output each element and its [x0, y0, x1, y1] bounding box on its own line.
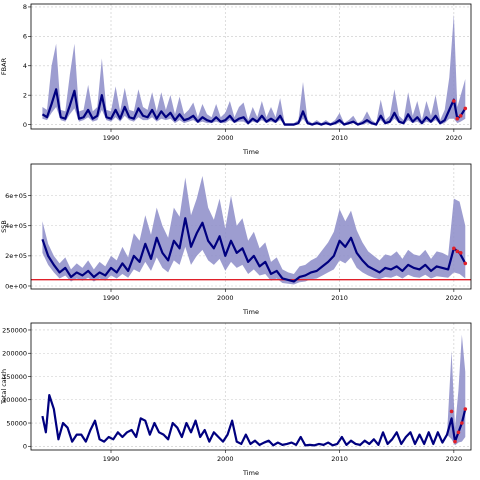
x-tick: 2010 — [331, 450, 348, 463]
x-tick-label: 2010 — [331, 134, 348, 142]
y-tick-label: 50000 — [6, 419, 27, 427]
y-tick-label: 4 — [23, 62, 27, 70]
highlight-point — [458, 251, 463, 255]
y-tick-label: 4e+05 — [5, 222, 27, 230]
x-tick-label: 2000 — [217, 455, 234, 463]
highlight-point — [463, 407, 468, 411]
series-line — [41, 88, 467, 126]
plot-frame — [30, 3, 472, 130]
y-tick: 250000 — [2, 326, 31, 334]
y-tick: 4 — [23, 62, 31, 70]
y-tick: 200000 — [2, 350, 31, 358]
x-tick: 1990 — [103, 129, 120, 142]
highlight-point — [458, 113, 463, 118]
y-tick: 50000 — [6, 419, 31, 427]
y-axis-title: Total catch — [0, 369, 8, 405]
x-tick-label: 1990 — [103, 134, 120, 142]
y-tick: 6e+05 — [5, 192, 31, 200]
confidence-band — [42, 176, 466, 285]
highlight-point — [449, 409, 454, 414]
highlight-point — [452, 246, 456, 251]
y-tick: 0 — [23, 443, 31, 451]
x-tick: 2000 — [217, 129, 234, 142]
y-tick-label: 0 — [23, 121, 27, 129]
y-tick: 8 — [23, 3, 31, 11]
y-tick-label: 2e+05 — [5, 252, 27, 260]
y-tick: 150000 — [2, 373, 31, 381]
x-axis-title: Time — [242, 469, 259, 477]
x-axis-title: Time — [242, 308, 259, 316]
highlight-point — [463, 106, 468, 111]
x-tick: 2000 — [217, 450, 234, 463]
y-tick: 4e+05 — [5, 222, 31, 230]
y-tick: 6 — [23, 33, 31, 41]
y-tick-label: 150000 — [2, 373, 27, 381]
highlight-point — [463, 261, 468, 266]
x-tick: 1990 — [103, 450, 120, 463]
panel-2: 1990 2000 2010 2020 0e+00 2e+05 4e+05 6e+05 Time… — [0, 163, 472, 316]
y-tick: 0e+00 — [5, 282, 31, 290]
highlight-point — [460, 421, 464, 425]
x-axis-title: Time — [242, 148, 259, 156]
highlight-point — [453, 439, 457, 444]
y-tick-label: 6e+05 — [5, 192, 27, 200]
x-tick-label: 2000 — [217, 294, 234, 302]
x-tick: 1990 — [103, 289, 120, 302]
x-tick-label: 2010 — [331, 294, 348, 302]
x-tick: 2010 — [331, 129, 348, 142]
highlight-point — [455, 249, 460, 254]
y-tick-label: 2 — [23, 91, 27, 99]
series-line — [41, 394, 467, 447]
series-line — [41, 217, 467, 283]
x-tick: 2000 — [217, 289, 234, 302]
y-tick-label: 0e+00 — [5, 282, 27, 290]
highlight-point — [452, 99, 456, 103]
y-tick-label: 200000 — [2, 350, 27, 358]
panel-1: 1990 2000 2010 2020 0 2 4 6 8 Time FBAR — [0, 3, 472, 156]
y-axis-title: SSB — [0, 220, 8, 233]
y-tick: 2e+05 — [5, 252, 31, 260]
y-tick-label: 100000 — [2, 396, 27, 404]
y-axis-title: FBAR — [0, 57, 8, 75]
x-tick-label: 2020 — [446, 294, 463, 302]
y-tick-label: 8 — [23, 3, 27, 11]
y-tick: 0 — [23, 121, 31, 129]
panel-3: 1990 2000 2010 2020 0 50000 100000 150000 200000… — [0, 322, 472, 477]
confidence-band — [42, 14, 466, 125]
x-tick: 2020 — [446, 450, 463, 463]
x-tick: 2020 — [446, 289, 463, 302]
y-tick-label: 250000 — [2, 326, 27, 334]
y-tick: 100000 — [2, 396, 31, 404]
x-tick: 2010 — [331, 289, 348, 302]
x-tick-label: 2020 — [446, 134, 463, 142]
y-tick-label: 6 — [23, 33, 27, 41]
grid — [31, 323, 471, 450]
plot-frame — [30, 163, 472, 290]
y-tick-label: 0 — [23, 443, 27, 451]
highlight-point — [456, 430, 461, 435]
x-tick-label: 2010 — [331, 455, 348, 463]
x-tick: 2020 — [446, 129, 463, 142]
plot-frame — [30, 322, 472, 451]
confidence-band — [42, 334, 466, 446]
x-tick-label: 2000 — [217, 134, 234, 142]
y-tick: 2 — [23, 91, 31, 99]
x-tick-label: 1990 — [103, 294, 120, 302]
x-tick-label: 1990 — [103, 455, 120, 463]
highlight-point — [455, 116, 460, 121]
x-tick-label: 2020 — [446, 455, 463, 463]
